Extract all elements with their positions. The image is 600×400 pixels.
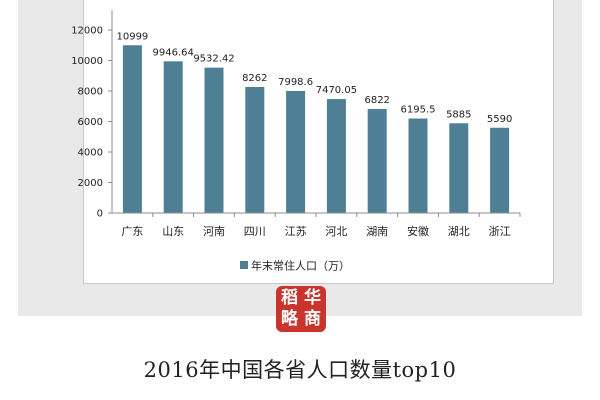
- bar: [245, 87, 265, 213]
- bar-value-label: 5885: [446, 109, 471, 120]
- y-tick-label: 10000: [71, 56, 103, 67]
- chart-panel: [18, 0, 582, 316]
- bar-value-label: 7998.6: [278, 77, 313, 88]
- bar-value-label: 6822: [364, 95, 389, 106]
- bar-value-label: 10999: [116, 31, 148, 42]
- bar: [449, 123, 469, 213]
- legend: 年末常住人口（万）: [240, 259, 350, 273]
- bar: [408, 118, 428, 213]
- bars: [122, 45, 510, 214]
- bar-value-label: 9946.64: [153, 47, 194, 58]
- bar: [326, 99, 346, 213]
- x-category-label: 河北: [325, 225, 347, 238]
- x-category-label: 山东: [162, 225, 184, 238]
- bar: [286, 91, 306, 213]
- chart-frame: [83, 0, 554, 284]
- x-category-label: 广东: [121, 225, 143, 238]
- x-category-label: 江苏: [285, 225, 307, 238]
- x-axis: 广东 山东 河南 四川 江苏 河北 湖南 安徽 湖北 浙江: [112, 212, 521, 238]
- bar: [122, 45, 142, 213]
- bar: [367, 108, 387, 213]
- logo-char: 稻: [281, 288, 298, 308]
- x-category-label: 湖南: [366, 225, 388, 238]
- x-category-label: 四川: [244, 225, 266, 238]
- x-category-label: 浙江: [489, 225, 511, 238]
- logo-char: 华: [304, 288, 321, 308]
- y-tick-label: 4000: [78, 148, 103, 159]
- y-tick-label: 0: [97, 209, 103, 220]
- y-axis: 0 2000 4000 6000 8000 10000 12000: [71, 10, 113, 220]
- y-tick-label: 12000: [71, 26, 103, 37]
- y-tick-label: 2000: [78, 178, 103, 189]
- logo-char: 商: [304, 309, 321, 329]
- x-category-label: 河南: [203, 225, 225, 238]
- legend-label: 年末常住人口（万）: [251, 259, 350, 273]
- bar-value-label: 9532.42: [193, 54, 234, 65]
- bar: [163, 61, 183, 214]
- brand-logo: 稻 华 略 商: [276, 286, 326, 332]
- legend-swatch: [240, 261, 248, 269]
- bar-value-label: 5590: [487, 114, 512, 125]
- bar: [490, 127, 510, 213]
- x-category-label: 湖北: [448, 225, 470, 238]
- y-tick-label: 8000: [78, 87, 103, 98]
- y-tick-label: 6000: [78, 117, 103, 128]
- caption: 2016年中国各省人口数量top10: [143, 358, 457, 382]
- logo-char: 略: [281, 309, 298, 329]
- bar-value-label: 7470.05: [316, 85, 357, 96]
- bar-value-label: 6195.5: [401, 105, 436, 116]
- bar: [204, 67, 224, 214]
- bar-value-label: 8262: [242, 73, 267, 84]
- x-category-label: 安徽: [407, 224, 429, 238]
